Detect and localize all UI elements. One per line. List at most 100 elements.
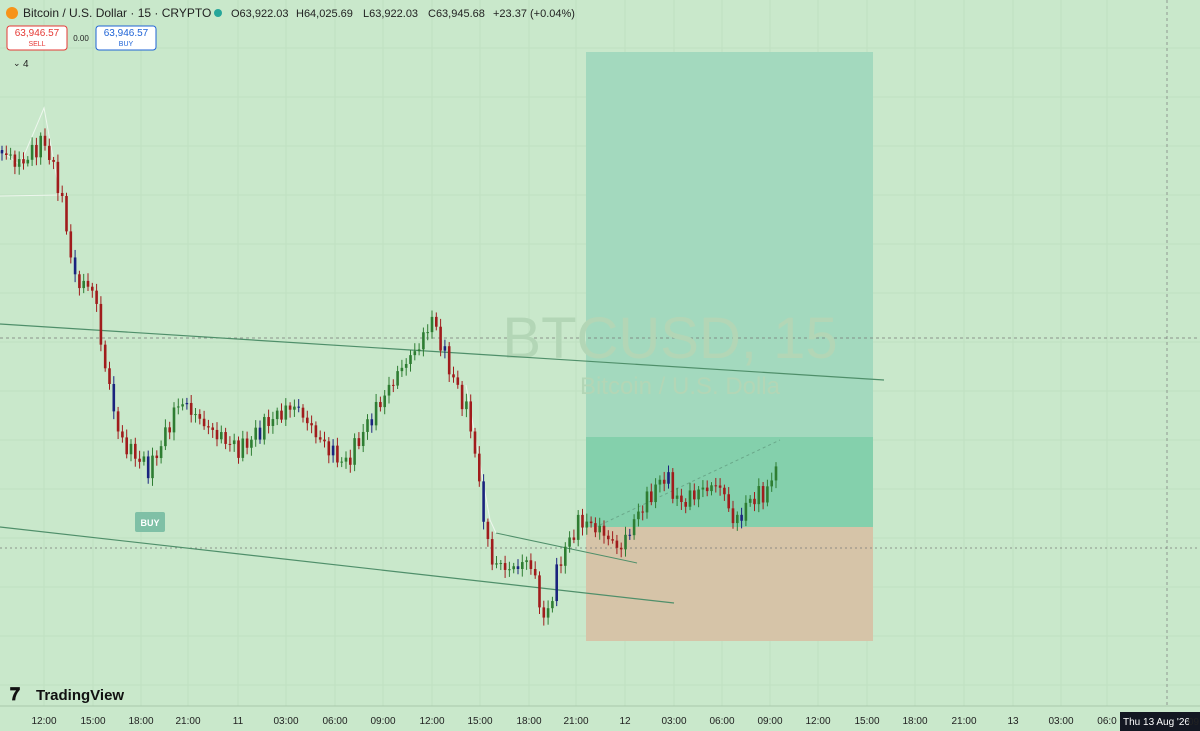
time-label: 21:00 xyxy=(563,716,588,727)
candle-body xyxy=(220,432,223,440)
candle-body xyxy=(69,231,73,258)
candle-body xyxy=(60,192,64,196)
candle-body xyxy=(628,534,632,536)
candle-body xyxy=(680,495,683,503)
time-label: 12 xyxy=(619,716,631,727)
candle-body xyxy=(516,566,520,569)
candle-body xyxy=(370,419,374,426)
candle-body xyxy=(86,280,90,287)
candle-body xyxy=(134,443,137,459)
time-label: 06:00 xyxy=(322,716,347,727)
candle-body xyxy=(215,429,219,440)
candle-body xyxy=(607,535,610,540)
candle-body xyxy=(533,568,537,576)
status-dot xyxy=(214,9,222,17)
candle-body xyxy=(503,563,507,570)
candle-body xyxy=(336,445,339,463)
candle-body xyxy=(185,402,189,405)
candle-body xyxy=(645,491,649,513)
watermark-symbol: BTCUSD, 15 xyxy=(502,306,837,371)
candle-body xyxy=(396,371,399,386)
candle-body xyxy=(379,401,382,408)
candle-body xyxy=(753,498,756,505)
candle-body xyxy=(306,417,309,424)
candle-body xyxy=(727,494,730,509)
candle-body xyxy=(529,560,533,569)
candle-body xyxy=(181,404,184,407)
candle-body xyxy=(9,154,12,156)
candle-body xyxy=(499,563,503,565)
candle-body xyxy=(589,521,593,524)
time-label: 15:00 xyxy=(80,716,105,727)
candle-body xyxy=(443,346,447,351)
trend-line xyxy=(0,323,885,381)
candle-body xyxy=(551,601,554,609)
candle-body xyxy=(194,414,197,416)
candle-body xyxy=(211,427,214,430)
candle-body xyxy=(555,564,558,602)
candle-body xyxy=(736,514,739,524)
candle-body xyxy=(486,521,490,540)
sell-button[interactable] xyxy=(6,25,68,51)
candle-body xyxy=(478,453,481,482)
target-zone xyxy=(586,52,873,437)
candle-body xyxy=(460,384,464,410)
time-label: 09:00 xyxy=(370,716,395,727)
candle-body xyxy=(142,456,146,462)
candle-body xyxy=(172,407,176,433)
candle-body xyxy=(39,135,42,158)
candle-body xyxy=(684,502,687,507)
time-label: 12:00 xyxy=(419,716,444,727)
candle-body xyxy=(280,410,283,420)
candle-body xyxy=(82,280,85,289)
candle-body xyxy=(400,367,404,372)
indicators-count[interactable]: 4 xyxy=(23,59,29,70)
time-label: 15:00 xyxy=(467,716,492,727)
candle-body xyxy=(744,502,748,521)
pattern-line xyxy=(0,106,61,197)
entry-zone xyxy=(586,437,873,527)
candle-body xyxy=(258,427,262,440)
candle-body xyxy=(232,440,236,445)
candle-body xyxy=(263,417,266,440)
candle-body xyxy=(718,485,722,488)
time-label: 09:00 xyxy=(757,716,782,727)
candle-body xyxy=(447,346,451,375)
time-label: 18:00 xyxy=(128,716,153,727)
btc-icon xyxy=(6,7,18,19)
candle-body xyxy=(602,525,606,536)
buy-marker xyxy=(135,512,165,532)
candle-body xyxy=(52,159,55,162)
candle-body xyxy=(490,539,494,565)
candle-body xyxy=(662,479,666,484)
candle-body xyxy=(383,395,386,408)
candle-body xyxy=(189,402,193,415)
candle-body xyxy=(619,547,623,550)
candle-body xyxy=(546,608,550,618)
candle-body xyxy=(138,458,141,462)
candle-body xyxy=(748,498,752,503)
time-label: 21:00 xyxy=(951,716,976,727)
buy-button[interactable] xyxy=(95,25,157,51)
candle-body xyxy=(409,355,412,365)
candle-body xyxy=(224,432,227,444)
candle-body xyxy=(740,514,743,521)
candle-body xyxy=(671,472,675,499)
candle-body xyxy=(241,438,245,458)
open: O63,922.03 xyxy=(231,8,289,20)
candle-body xyxy=(275,410,279,420)
candle-body xyxy=(177,406,180,408)
candle-body xyxy=(112,383,116,412)
candle-body xyxy=(525,560,528,563)
collapse-arrow[interactable]: ⌄ xyxy=(13,58,21,68)
candle-body xyxy=(344,457,348,462)
time-axis: 12:00 15:00 18:00 21:00 11 03:00 06:00 09:00 12:… xyxy=(31,716,1117,727)
close: C63,945.68 xyxy=(428,8,485,20)
candle-body xyxy=(508,569,511,571)
trend-line xyxy=(0,526,675,604)
candle-body xyxy=(658,479,662,485)
buy-marker-label: BUY xyxy=(140,518,159,528)
candle-body xyxy=(435,316,438,327)
candle-body xyxy=(250,439,253,448)
candle-body xyxy=(538,575,541,608)
